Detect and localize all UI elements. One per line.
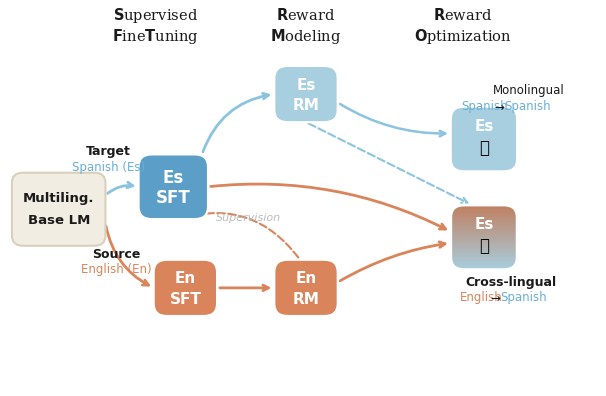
Text: Es: Es — [474, 217, 494, 232]
FancyBboxPatch shape — [275, 260, 338, 316]
Text: $\mathbf{M}$odeling: $\mathbf{M}$odeling — [270, 27, 342, 46]
Text: Spanish: Spanish — [461, 101, 508, 114]
Text: 🤖: 🤖 — [479, 237, 489, 255]
Text: SFT: SFT — [156, 189, 191, 207]
Text: Source: Source — [92, 248, 140, 261]
Text: Es: Es — [162, 169, 184, 187]
Text: Multiling.: Multiling. — [23, 192, 95, 204]
Text: $\mathbf{R}$eward: $\mathbf{R}$eward — [433, 8, 493, 23]
Text: SFT: SFT — [170, 291, 201, 307]
Text: $\mathbf{F}$ine$\mathbf{T}$uning: $\mathbf{F}$ine$\mathbf{T}$uning — [112, 27, 199, 46]
Text: Supervision: Supervision — [216, 213, 281, 223]
FancyBboxPatch shape — [154, 260, 217, 316]
Text: English (En): English (En) — [81, 263, 152, 276]
Text: En: En — [295, 271, 317, 286]
Text: En: En — [175, 271, 196, 286]
Text: →: → — [490, 291, 500, 305]
Text: Monolingual: Monolingual — [493, 84, 565, 97]
FancyBboxPatch shape — [451, 107, 517, 171]
Text: $\mathbf{R}$eward: $\mathbf{R}$eward — [276, 8, 336, 23]
Text: RM: RM — [293, 291, 319, 307]
FancyBboxPatch shape — [275, 66, 338, 122]
Text: Es: Es — [296, 78, 316, 93]
Text: Spanish: Spanish — [501, 291, 547, 305]
Text: Target: Target — [86, 145, 132, 158]
Text: Spanish: Spanish — [504, 101, 550, 114]
Text: RM: RM — [293, 98, 319, 113]
FancyBboxPatch shape — [12, 173, 105, 246]
Text: Cross-lingual: Cross-lingual — [465, 276, 557, 289]
Text: Spanish (Es): Spanish (Es) — [72, 161, 145, 173]
Text: $\mathbf{O}$ptimization: $\mathbf{O}$ptimization — [414, 27, 511, 46]
Text: 🤖: 🤖 — [479, 139, 489, 157]
Text: Base LM: Base LM — [27, 214, 90, 227]
Text: English: English — [460, 291, 502, 305]
FancyBboxPatch shape — [139, 154, 208, 219]
Text: $\mathbf{S}$upervised: $\mathbf{S}$upervised — [113, 6, 198, 25]
Text: Es: Es — [474, 118, 494, 133]
Text: →: → — [494, 101, 504, 114]
